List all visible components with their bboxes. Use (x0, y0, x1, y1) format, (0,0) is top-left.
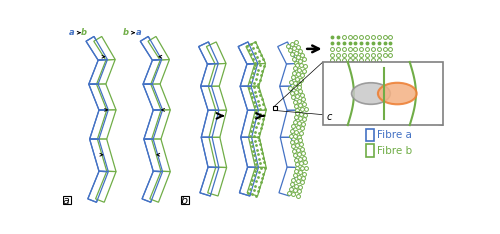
Polygon shape (209, 110, 226, 137)
Polygon shape (152, 110, 171, 139)
Polygon shape (152, 139, 171, 172)
Polygon shape (238, 42, 258, 64)
Polygon shape (144, 110, 163, 139)
Polygon shape (280, 86, 298, 110)
Polygon shape (208, 63, 226, 86)
Bar (366, 129, 374, 141)
Polygon shape (201, 137, 219, 168)
Polygon shape (90, 110, 108, 139)
Polygon shape (241, 137, 258, 168)
Text: a: a (69, 28, 74, 37)
Polygon shape (208, 86, 226, 110)
Polygon shape (142, 171, 163, 202)
Polygon shape (208, 167, 227, 196)
Polygon shape (280, 63, 297, 86)
Polygon shape (200, 63, 218, 86)
Polygon shape (201, 110, 219, 137)
Polygon shape (151, 84, 171, 110)
Bar (323, 62, 443, 125)
Polygon shape (90, 139, 108, 172)
Polygon shape (278, 42, 297, 64)
Polygon shape (143, 59, 162, 84)
Polygon shape (98, 139, 116, 172)
Text: b: b (81, 28, 87, 37)
Polygon shape (148, 37, 170, 60)
Polygon shape (88, 171, 108, 202)
Polygon shape (248, 137, 266, 168)
Polygon shape (248, 63, 266, 86)
Polygon shape (140, 37, 162, 60)
Polygon shape (98, 110, 116, 139)
Polygon shape (240, 167, 258, 196)
Polygon shape (246, 42, 266, 64)
Ellipse shape (352, 83, 391, 104)
Polygon shape (240, 63, 258, 86)
Bar (272, 106, 277, 110)
Polygon shape (96, 59, 115, 84)
Polygon shape (279, 167, 298, 196)
Text: b: b (123, 28, 129, 37)
Text: a: a (63, 196, 70, 205)
Text: c: c (327, 113, 332, 122)
Polygon shape (144, 139, 163, 172)
Polygon shape (198, 42, 218, 64)
Polygon shape (96, 84, 116, 110)
Bar (366, 144, 374, 157)
Polygon shape (86, 37, 108, 60)
Polygon shape (150, 171, 171, 202)
Polygon shape (248, 110, 266, 137)
Text: b: b (180, 196, 188, 205)
Polygon shape (206, 42, 226, 64)
Polygon shape (280, 137, 298, 168)
Polygon shape (241, 110, 258, 137)
Polygon shape (89, 84, 108, 110)
Polygon shape (247, 167, 266, 196)
Polygon shape (209, 137, 226, 168)
Polygon shape (200, 167, 219, 196)
Polygon shape (151, 59, 170, 84)
Polygon shape (89, 59, 108, 84)
Polygon shape (280, 110, 298, 137)
Text: a: a (136, 28, 141, 37)
Polygon shape (96, 171, 116, 202)
Polygon shape (240, 86, 258, 110)
Polygon shape (143, 84, 163, 110)
Text: Fibre b: Fibre b (377, 146, 412, 156)
Ellipse shape (378, 83, 416, 104)
Text: Fibre a: Fibre a (377, 130, 412, 140)
Polygon shape (248, 86, 266, 110)
Polygon shape (94, 37, 115, 60)
Polygon shape (200, 86, 219, 110)
